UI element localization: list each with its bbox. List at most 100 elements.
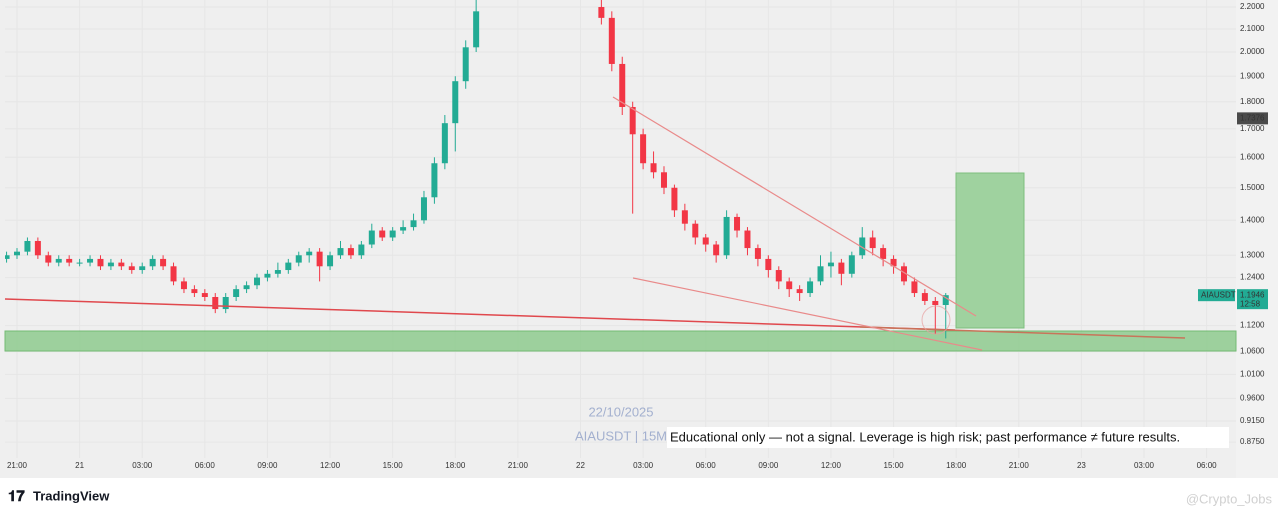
x-tick-label: 03:00 [633, 461, 654, 470]
x-tick-label: 21 [75, 461, 84, 470]
symbol-badge [1198, 289, 1235, 302]
symbol-badge-label: AIAUSDT [1201, 290, 1236, 299]
candle-body [222, 296, 229, 310]
price-badge-label: 1.7376 [1240, 113, 1265, 122]
target-box [955, 172, 1025, 329]
x-tick-label: 09:00 [758, 461, 779, 470]
candle-body [900, 266, 907, 282]
axes: 2.2000 2.1000 2.0000 1.9000 1.8000 1.7000 1.60… [7, 2, 1268, 470]
drawings-below [4, 172, 1237, 352]
candle-body [201, 293, 208, 297]
candle-body [880, 248, 887, 259]
y-tick-label: 1.6000 [1240, 152, 1265, 161]
y-tick-label: 2.1000 [1240, 24, 1265, 33]
candle-body [14, 251, 21, 256]
wedge-upper-line [612, 96, 977, 317]
candle-body [911, 281, 918, 294]
x-tick-label: 22 [576, 461, 585, 470]
candle-body [441, 123, 448, 164]
candle-body [128, 266, 135, 271]
y-tick-label: 1.3000 [1240, 250, 1265, 259]
disclaimer-box [667, 427, 1229, 448]
candle-body [827, 262, 834, 267]
candle-body [796, 289, 803, 294]
footer [0, 478, 1278, 518]
candle-body [118, 262, 125, 267]
candle-body [327, 255, 334, 267]
candle-body [692, 223, 699, 238]
candle-body [702, 237, 709, 245]
candle-body [358, 244, 365, 256]
candle-body [66, 258, 73, 263]
x-tick-label: 18:00 [946, 461, 967, 470]
x-tick-label: 12:00 [821, 461, 842, 470]
candle-body [149, 258, 156, 267]
x-tick-label: 18:00 [445, 461, 466, 470]
candle-body [734, 216, 741, 231]
x-tick-label: 12:00 [320, 461, 341, 470]
candle-body [754, 248, 761, 259]
candle-body [410, 220, 417, 228]
y-tick-label: 1.4000 [1240, 215, 1265, 224]
candle-body [671, 187, 678, 211]
candle-body [400, 227, 407, 231]
y-tick-label: 1.1200 [1240, 321, 1265, 330]
candle-body [744, 230, 751, 249]
candle-body [723, 216, 730, 256]
candle-body [295, 255, 302, 263]
highlight-circle [921, 305, 951, 335]
candle-body [713, 244, 720, 256]
candle-body [817, 266, 824, 282]
x-tick-label: 06:00 [1197, 461, 1218, 470]
y-tick-label: 1.0600 [1240, 347, 1265, 356]
price-axis-background [1236, 0, 1278, 478]
candle-body [838, 262, 845, 274]
candle-body [431, 163, 438, 198]
drawings [4, 96, 1186, 351]
candle-body [660, 172, 667, 188]
candle-body [87, 258, 94, 263]
price-badge [1237, 112, 1268, 125]
watermark: @Crypto_Jobs [1186, 491, 1273, 506]
disclaimer: Educational only — not a signal. Leverag… [670, 429, 1180, 444]
candle-body [306, 251, 313, 256]
x-tick-label: 23 [1077, 461, 1086, 470]
candle-body [619, 63, 626, 107]
candle-body [921, 293, 928, 301]
y-tick-label: 1.0100 [1240, 369, 1265, 378]
candle-body [765, 258, 772, 271]
y-tick-label: 2.2000 [1240, 2, 1265, 11]
candle-body [24, 240, 31, 252]
candle-body [890, 258, 897, 267]
trend-line [859, 326, 1186, 339]
candle-body [45, 255, 52, 263]
candle-body [243, 285, 250, 290]
candle-body [608, 17, 615, 64]
countdown-label: 12:58 [1240, 299, 1261, 308]
x-tick-label: 15:00 [383, 461, 404, 470]
candle-body [55, 258, 62, 263]
brand-name: TradingView [33, 488, 110, 503]
x-tick-label: 21:00 [508, 461, 529, 470]
y-tick-label: 1.7000 [1240, 124, 1265, 133]
x-tick-label: 03:00 [132, 461, 153, 470]
last-price-label: 1.1946 [1240, 290, 1265, 299]
x-tick-label: 03:00 [1134, 461, 1155, 470]
candle-body [848, 255, 855, 274]
candle-body [5, 255, 10, 259]
candle-body [285, 262, 292, 271]
candle-body [76, 262, 83, 264]
candle-body [379, 230, 386, 238]
candle-body [681, 210, 688, 224]
date-watermark: 22/10/2025 [588, 404, 653, 419]
candle-body [180, 281, 187, 290]
candle-body [598, 7, 605, 18]
candle-body [316, 251, 323, 267]
candle-body [337, 248, 344, 256]
candle-body [233, 289, 240, 297]
candle-body [97, 258, 104, 267]
y-tick-label: 1.8000 [1240, 97, 1265, 106]
y-tick-label: 1.9000 [1240, 71, 1265, 80]
y-tick-label: 0.9150 [1240, 416, 1265, 425]
x-tick-label: 15:00 [884, 461, 905, 470]
